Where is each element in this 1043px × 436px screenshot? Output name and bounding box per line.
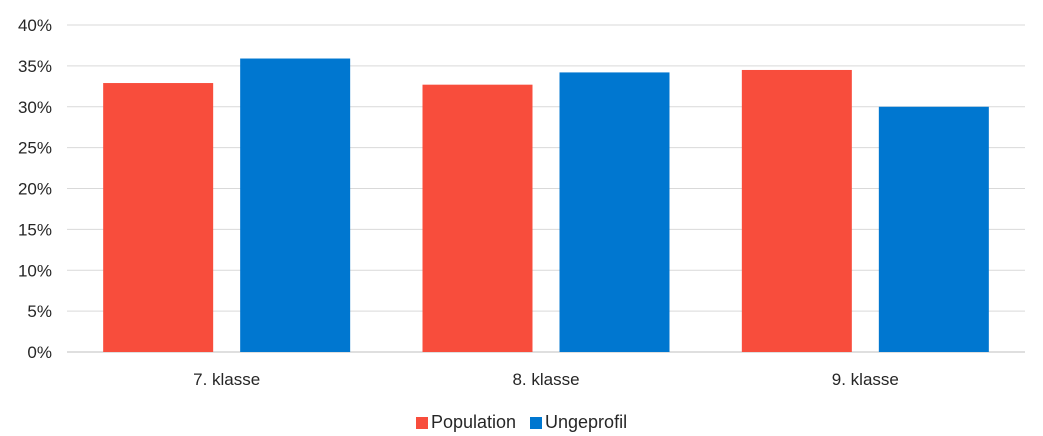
chart-plot-area: 0% 5% 10% 15% 20% 25% 30% 35% 40% 7. klasse 8. kla… — [18, 16, 1025, 389]
y-tick-label: 25% — [18, 139, 52, 158]
y-tick-label: 10% — [18, 261, 52, 280]
y-tick-label: 0% — [27, 343, 52, 362]
y-tick-label: 20% — [18, 180, 52, 199]
chart-legend: Population Ungeprofil — [0, 412, 1043, 433]
x-category-label: 9. klasse — [832, 370, 899, 389]
y-tick-label: 35% — [18, 57, 52, 76]
x-category-label: 8. klasse — [512, 370, 579, 389]
legend-swatch — [530, 416, 543, 429]
x-category-label: 7. klasse — [193, 370, 260, 389]
bar-population-8 — [422, 84, 533, 353]
legend-item-population: Population — [415, 412, 517, 433]
bar-population-7 — [103, 83, 214, 352]
legend-swatch — [415, 416, 428, 429]
bar-population-9 — [741, 69, 852, 353]
legend-label: Ungeprofil — [545, 412, 628, 432]
bar-ungeprofil-9 — [878, 106, 989, 352]
bar-ungeprofil-8 — [559, 72, 670, 352]
bar-ungeprofil-7 — [240, 58, 351, 353]
legend-label: Population — [430, 412, 517, 432]
y-tick-label: 30% — [18, 98, 52, 117]
y-tick-label: 5% — [27, 302, 52, 321]
y-tick-label: 15% — [18, 220, 52, 239]
y-tick-label: 40% — [18, 16, 52, 35]
legend-item-ungeprofil: Ungeprofil — [530, 412, 627, 433]
